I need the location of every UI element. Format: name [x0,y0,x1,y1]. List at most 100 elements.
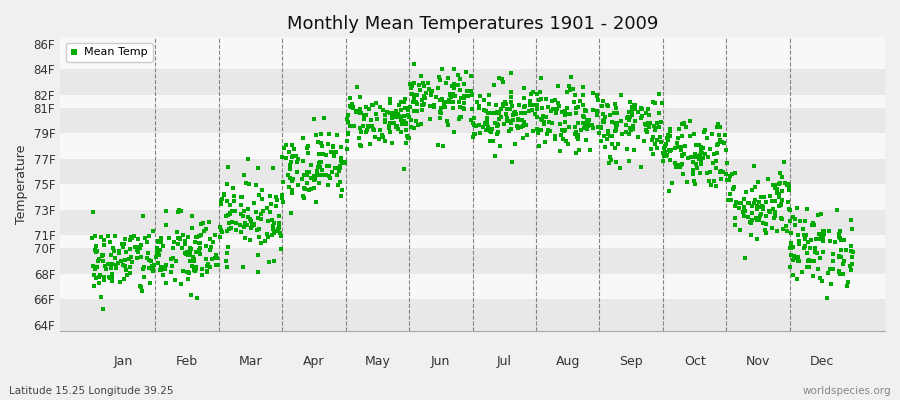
Mean Temp [338,160,353,166]
Mean Temp [694,159,708,166]
Mean Temp [346,104,360,110]
Mean Temp [109,265,123,271]
Mean Temp [817,227,832,234]
Mean Temp [122,246,137,253]
Mean Temp [479,127,493,133]
Mean Temp [714,168,728,174]
Mean Temp [815,238,830,245]
Mean Temp [553,121,567,127]
Mean Temp [133,284,148,290]
Mean Temp [322,131,337,137]
Mean Temp [514,110,528,116]
Mean Temp [642,124,656,130]
Text: worldspecies.org: worldspecies.org [803,386,891,396]
Mean Temp [229,226,243,233]
Mean Temp [332,162,347,169]
Mean Temp [435,66,449,72]
Mean Temp [228,208,242,214]
Mean Temp [491,116,506,122]
Mean Temp [187,256,202,262]
Mean Temp [837,237,851,244]
Mean Temp [480,117,494,123]
Mean Temp [711,120,725,127]
Mean Temp [798,236,813,242]
Mean Temp [254,216,268,222]
Mean Temp [436,101,451,107]
Mean Temp [105,245,120,251]
Mean Temp [530,106,544,113]
Mean Temp [536,113,550,120]
Mean Temp [687,171,701,178]
Mean Temp [605,132,619,139]
Mean Temp [719,147,733,154]
Mean Temp [130,247,144,253]
Mean Temp [728,203,742,209]
Mean Temp [184,246,199,252]
Mean Temp [284,190,299,196]
Mean Temp [634,115,648,121]
Mean Temp [441,122,455,129]
Mean Temp [401,107,416,113]
Mean Temp [695,155,709,162]
Mean Temp [251,215,266,221]
Mean Temp [409,99,423,106]
Mean Temp [662,188,676,194]
Mean Temp [582,117,597,123]
Mean Temp [821,270,835,276]
Mean Temp [748,197,762,203]
Mean Temp [320,163,334,169]
Mean Temp [240,222,255,228]
Mean Temp [608,144,622,151]
Mean Temp [568,92,582,98]
Mean Temp [311,139,326,146]
Mean Temp [652,110,667,116]
Mean Temp [783,264,797,270]
Mean Temp [490,120,504,127]
Mean Temp [845,249,859,255]
Mean Temp [625,112,639,118]
Mean Temp [145,262,159,269]
Mean Temp [142,233,157,240]
Mean Temp [182,270,196,276]
Mean Temp [86,209,101,215]
Mean Temp [171,209,185,215]
Mean Temp [775,216,789,222]
Mean Temp [807,221,822,228]
Mean Temp [841,279,855,286]
Mean Temp [517,119,531,126]
Mean Temp [376,134,391,140]
Mean Temp [466,131,481,138]
Mean Temp [443,92,457,98]
Mean Temp [567,99,581,106]
Mean Temp [797,232,812,238]
Mean Temp [341,130,356,137]
Mean Temp [360,126,374,133]
Mean Temp [312,171,327,178]
Mean Temp [579,108,593,114]
Bar [60,133,885,159]
Mean Temp [729,199,743,206]
Mean Temp [834,237,849,243]
Mean Temp [189,264,203,270]
Mean Temp [801,258,815,264]
Mean Temp [142,257,157,264]
Mean Temp [472,104,486,110]
Mean Temp [121,272,135,278]
Mean Temp [307,116,321,122]
Mean Temp [234,202,248,209]
Mean Temp [772,203,787,209]
Mean Temp [114,241,129,248]
Mean Temp [148,262,162,268]
Mean Temp [447,66,462,72]
Mean Temp [401,134,416,141]
Mean Temp [590,112,604,118]
Mean Temp [732,204,746,211]
Mean Temp [180,269,194,275]
Mean Temp [790,205,805,211]
Mean Temp [252,234,266,241]
Mean Temp [477,97,491,103]
Mean Temp [553,148,567,155]
Mean Temp [465,92,480,98]
Mean Temp [515,117,529,124]
Mean Temp [312,164,327,170]
